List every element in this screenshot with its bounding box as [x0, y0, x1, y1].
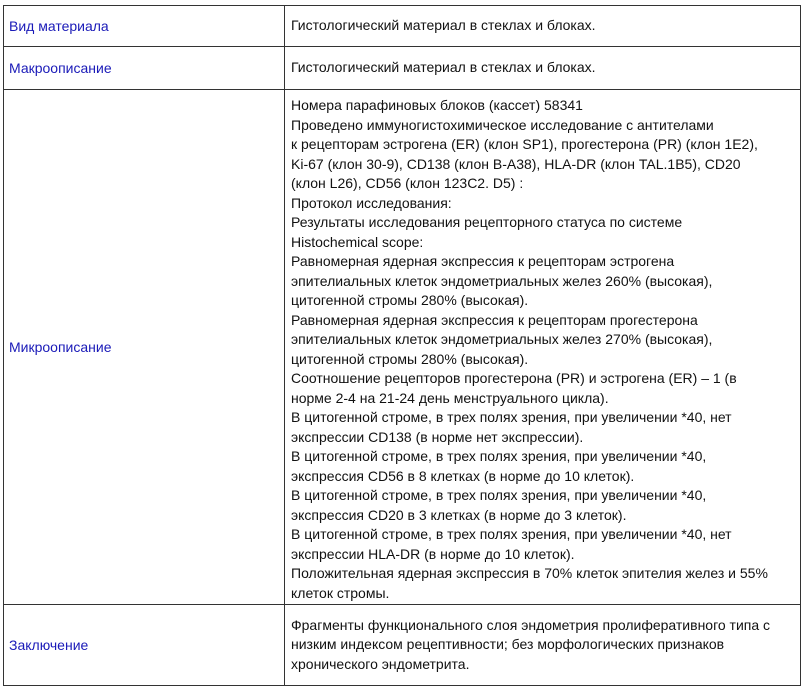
- text-line: Гистологический материал в стеклах и бло…: [291, 17, 596, 34]
- text-line: В цитогенной строме, в трех полях зрения…: [291, 526, 732, 542]
- text-line: экспрессии CD138 (в норме нет экспрессии…: [291, 428, 584, 445]
- text-line: экспрессия CD56 в 8 клетках (в норме до …: [291, 467, 635, 484]
- text-line: Соотношение рецепторов прогестерона (PR)…: [291, 370, 737, 386]
- text-line: цитогенной стромы 280% (высокая).: [291, 350, 529, 367]
- text-line: клеток стромы.: [291, 584, 390, 601]
- row-label: Вид материала: [4, 6, 285, 46]
- text-line: Ki-67 (клон 30-9), CD138 (клон B-A38), H…: [291, 155, 741, 172]
- text-line: к рецепторам эстрогена (ER) (клон SP1), …: [291, 136, 758, 152]
- text-line: Гистологический материал в стеклах и бло…: [291, 59, 596, 76]
- row-micro-description: Микроописание Номера парафиновых блоков …: [4, 90, 800, 605]
- text-line: эпителиальных клеток эндометриальных жел…: [291, 272, 713, 289]
- text-line: цитогенной стромы 280% (высокая).: [291, 292, 529, 308]
- row-material-type: Вид материала Гистологический материал в…: [4, 6, 800, 47]
- row-value: Гистологический материал в стеклах и бло…: [285, 6, 800, 46]
- text-line: Проведено иммуногистохимическое исследов…: [291, 116, 714, 133]
- row-label: Микроописание: [4, 90, 285, 604]
- text-line: В цитогенной строме, в трех полях зрения…: [291, 409, 732, 425]
- row-conclusion: Заключение Фрагменты функционального сло…: [4, 605, 800, 685]
- text-line: В цитогенной строме, в трех полях зрения…: [291, 487, 707, 503]
- row-label: Заключение: [4, 605, 285, 685]
- text-line: Фрагменты функционального слоя эндометри…: [291, 616, 771, 633]
- text-line: экспрессия CD20 в 3 клетках (в норме до …: [291, 506, 627, 523]
- text-line: норме 2-4 на 21-24 день менструального ц…: [291, 389, 609, 406]
- text-line: эпителиальных клеток эндометриальных жел…: [291, 331, 713, 347]
- row-value: Гистологический материал в стеклах и бло…: [285, 47, 800, 89]
- text-line: Равномерная ядерная экспрессия к рецепто…: [291, 253, 675, 269]
- row-macro-description: Макроописание Гистологический материал в…: [4, 47, 800, 90]
- text-line: Результаты исследования рецепторного ста…: [291, 214, 683, 230]
- text-line: В цитогенной строме, в трех полях зрения…: [291, 448, 707, 464]
- text-line: низким индексом рецептивности; без морфо…: [291, 636, 725, 653]
- row-value: Фрагменты функционального слоя эндометри…: [285, 605, 800, 685]
- text-line: Номера парафиновых блоков (кассет) 58341: [291, 97, 583, 113]
- report-table: Вид материала Гистологический материал в…: [3, 5, 801, 686]
- text-line: Histochemical scope:: [291, 233, 424, 250]
- text-line: экспрессии HLA-DR (в норме до 10 клеток)…: [291, 545, 575, 562]
- row-value: Номера парафиновых блоков (кассет) 58341…: [285, 90, 800, 604]
- text-line: Протокол исследования:: [291, 194, 452, 211]
- text-line: Равномерная ядерная экспрессия к рецепто…: [291, 311, 698, 328]
- text-line: (клон L26), CD56 (клон 123C2. D5) :: [291, 175, 524, 191]
- text-line: Положительная ядерная экспрессия в 70% к…: [291, 565, 768, 581]
- row-label: Макроописание: [4, 47, 285, 89]
- text-line: хронического эндометрита.: [291, 655, 470, 672]
